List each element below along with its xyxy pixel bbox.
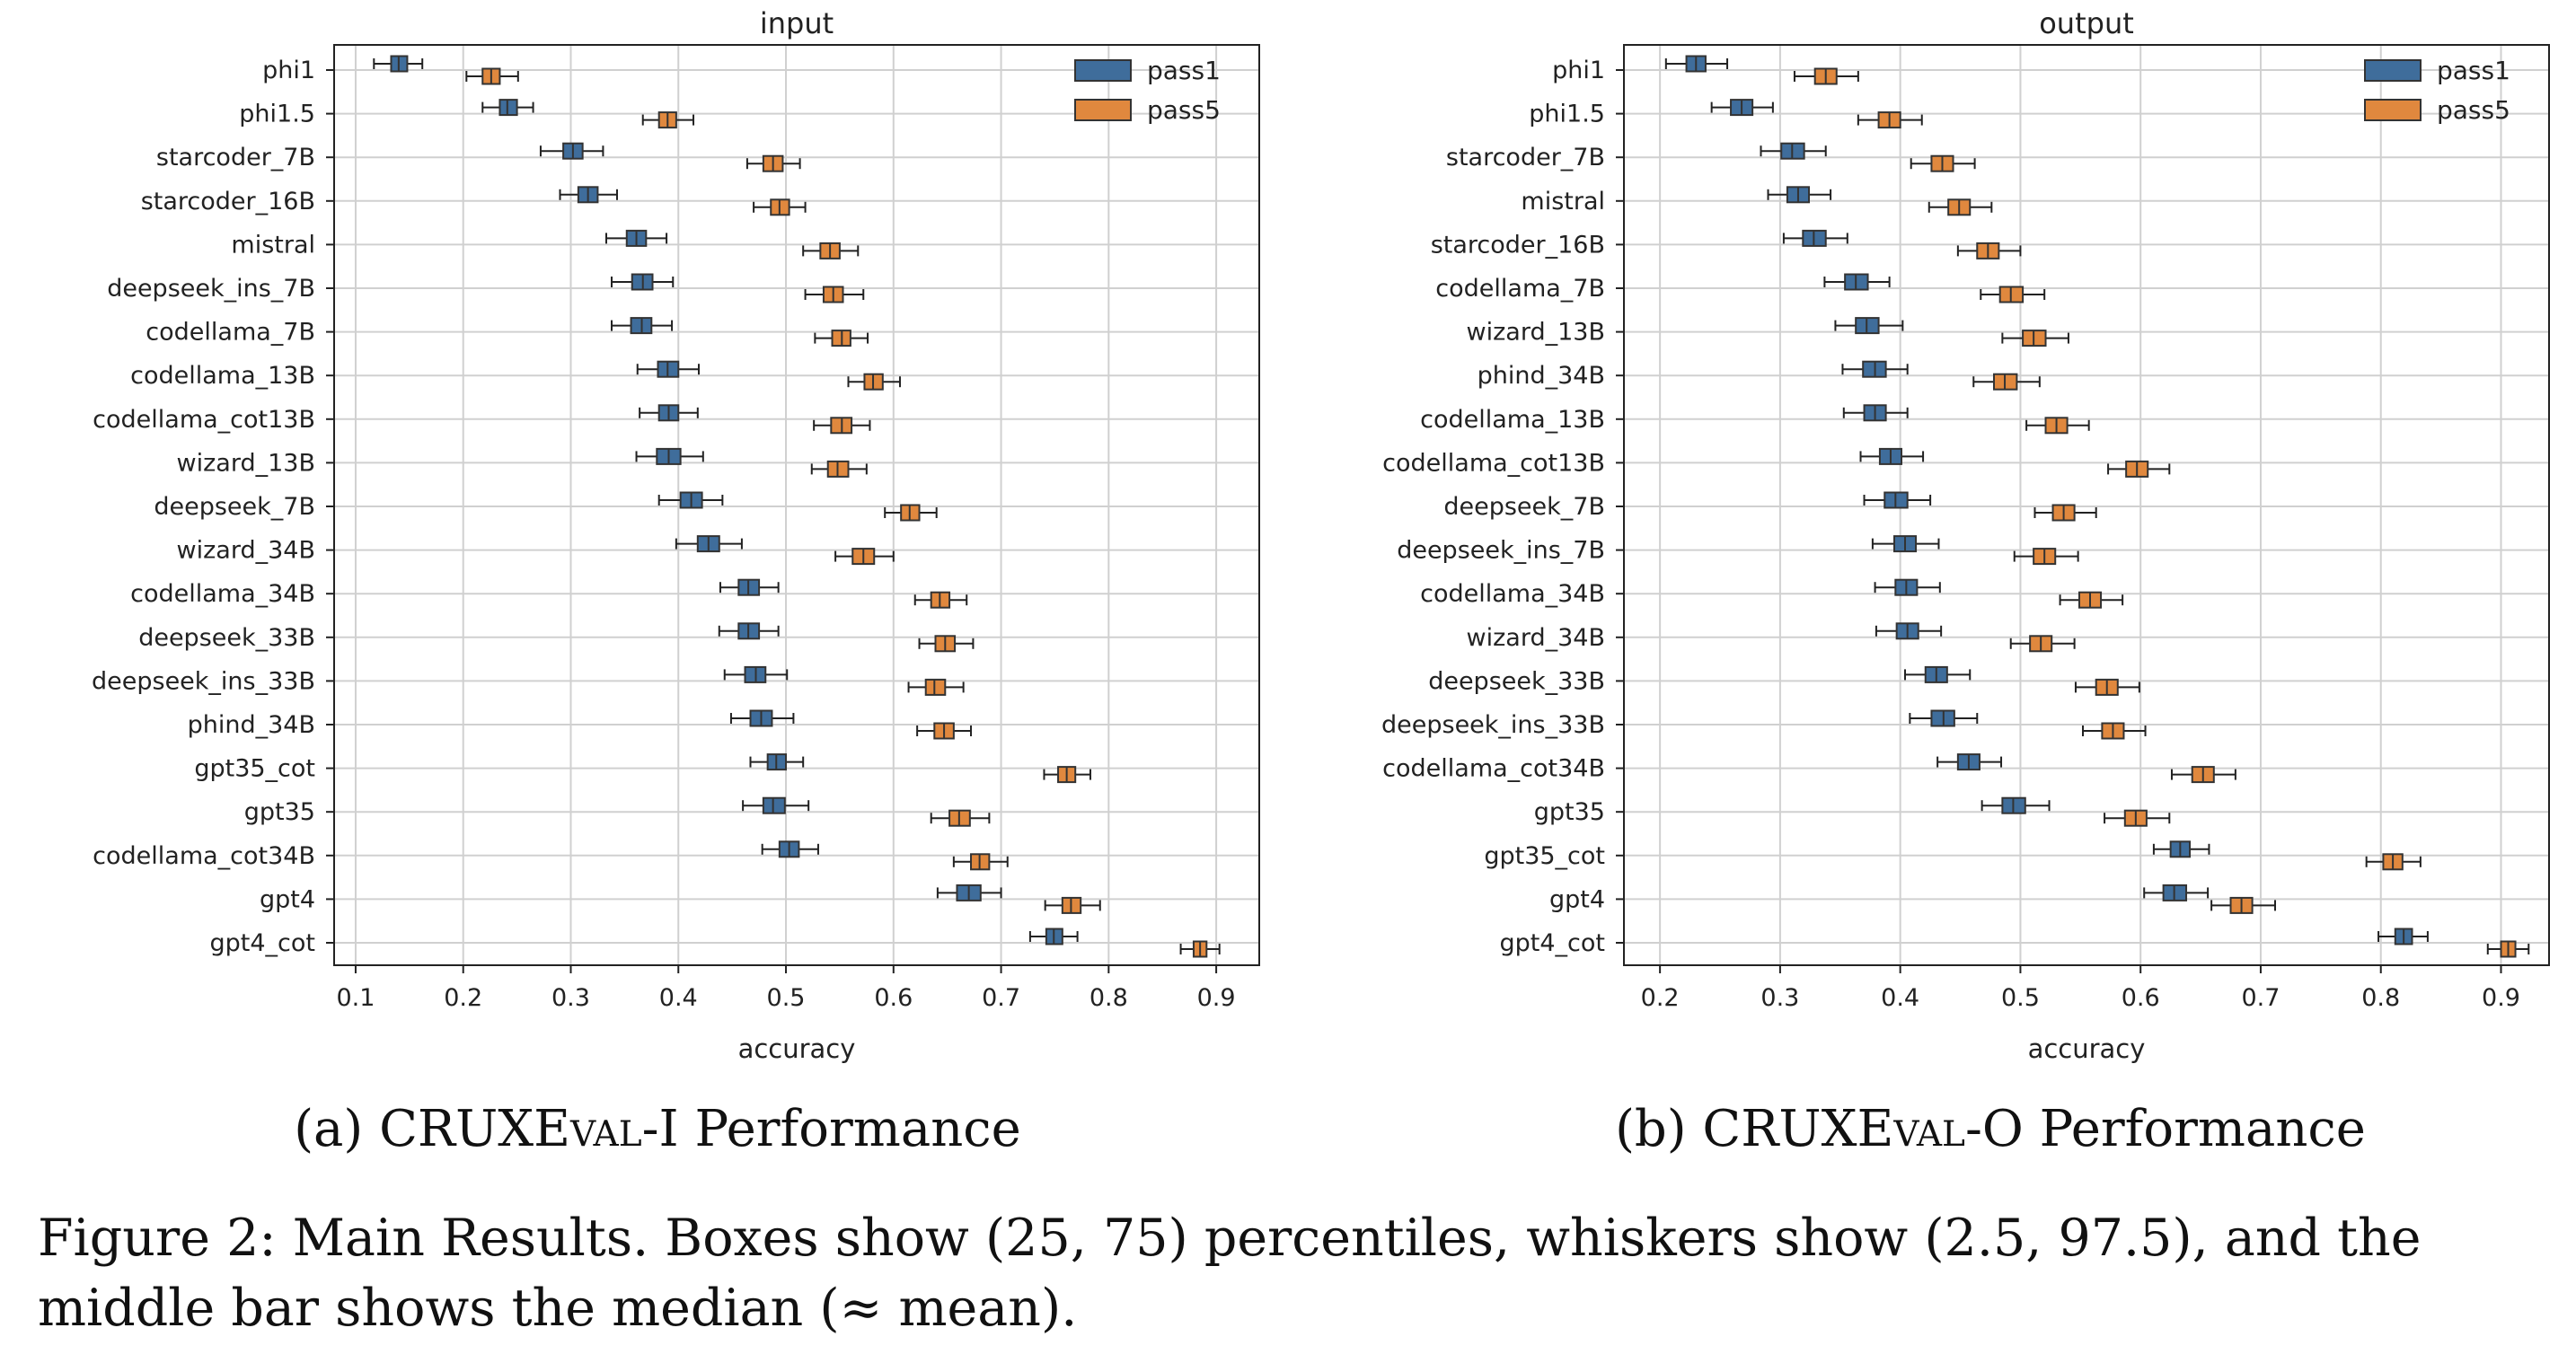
y-tick-label: deepseek_33B: [138, 624, 315, 652]
legend-swatch-pass5: [1074, 99, 1132, 121]
y-tick-label: phind_34B: [1478, 362, 1605, 390]
pass1-box: [498, 99, 518, 117]
pass5-box: [924, 678, 947, 696]
subcaption-a-small-caps: val: [570, 1100, 642, 1158]
x-tick-label: 0.2: [444, 984, 482, 1012]
y-tick-label: deepseek_ins_7B: [1397, 537, 1605, 565]
x-tick-label: 0.6: [874, 984, 913, 1012]
y-tick-label: wizard_34B: [1467, 624, 1605, 652]
x-axis-label: accuracy: [2028, 1033, 2146, 1064]
y-tick-label: starcoder_16B: [141, 188, 315, 215]
subcaption-a: (a) CRUXEval-I Performance: [208, 1100, 1107, 1158]
y-tick-label: phi1.5: [239, 101, 315, 128]
y-tick-label: phi1: [1552, 57, 1605, 84]
plot-frame: [1623, 44, 2550, 966]
y-tick-label: gpt4: [260, 885, 315, 913]
y-tick-label: gpt4_cot: [210, 929, 316, 957]
legend-swatch-pass1: [1074, 59, 1132, 82]
charts-figure: phi1phi1.5starcoder_7Bstarcoder_16Bmistr…: [92, 6, 2550, 1064]
subcaption-a-suffix: -I Performance: [641, 1100, 1021, 1158]
y-tick-label: gpt35: [244, 798, 315, 826]
subcaption-b-prefix: (b) CRUXE: [1615, 1100, 1894, 1158]
y-tick-label: codellama_34B: [1420, 580, 1605, 608]
legend-label-pass1: pass1: [2437, 56, 2510, 85]
legend-label-pass5: pass5: [2437, 95, 2510, 125]
y-tick-label: deepseek_ins_7B: [107, 275, 315, 303]
chart-title: output: [2039, 6, 2134, 40]
legend-swatch-pass1: [2364, 59, 2422, 82]
subcaption-a-prefix: (a) CRUXE: [294, 1100, 571, 1158]
y-tick-label: phi1.5: [1529, 101, 1605, 128]
y-tick-label: mistral: [1521, 188, 1605, 215]
y-tick-label: codellama_34B: [130, 580, 315, 608]
y-tick-label: deepseek_ins_33B: [1381, 711, 1605, 739]
legend-swatch-pass5: [2364, 99, 2422, 121]
x-tick-label: 0.8: [2361, 984, 2400, 1012]
subcaption-b: (b) CRUXEval-O Performance: [1541, 1100, 2439, 1158]
x-tick-label: 0.2: [1641, 984, 1680, 1012]
y-tick-label: deepseek_33B: [1428, 667, 1605, 695]
y-tick-label: phi1: [262, 57, 315, 84]
y-tick-label: wizard_13B: [1467, 319, 1605, 347]
y-tick-label: wizard_34B: [177, 537, 315, 565]
chart-title: input: [760, 6, 834, 40]
legend-label-pass1: pass1: [1147, 56, 1221, 85]
x-tick-label: 0.5: [767, 984, 806, 1012]
x-axis-label: accuracy: [738, 1033, 856, 1064]
y-tick-label: codellama_cot34B: [1382, 755, 1605, 783]
y-tick-label: codellama_13B: [1420, 406, 1605, 434]
y-tick-label: codellama_cot13B: [93, 406, 315, 434]
x-tick-label: 0.4: [659, 984, 698, 1012]
x-tick-label: 0.5: [2001, 984, 2040, 1012]
y-tick-label: codellama_13B: [130, 362, 315, 390]
y-tick-label: mistral: [231, 231, 315, 259]
y-tick-label: phind_34B: [188, 711, 315, 739]
x-tick-label: 0.8: [1090, 984, 1128, 1012]
x-tick-label: 0.4: [1881, 984, 1919, 1012]
y-tick-label: gpt35_cot: [194, 755, 315, 783]
y-tick-label: codellama_7B: [1435, 275, 1605, 303]
y-tick-label: deepseek_7B: [1443, 493, 1605, 521]
pass1-box: [762, 796, 786, 814]
y-tick-label: wizard_13B: [177, 449, 315, 477]
y-tick-label: deepseek_ins_33B: [92, 667, 315, 695]
x-tick-label: 0.7: [2241, 984, 2280, 1012]
y-tick-label: gpt4_cot: [1500, 929, 1606, 957]
x-tick-label: 0.9: [2482, 984, 2520, 1012]
figure-caption: Figure 2: Main Results. Boxes show (25, …: [38, 1209, 2422, 1338]
x-tick-label: 0.9: [1197, 984, 1236, 1012]
y-tick-label: gpt35: [1534, 798, 1605, 826]
x-tick-label: 0.1: [336, 984, 375, 1012]
legend-label-pass5: pass5: [1147, 95, 1221, 125]
y-tick-label: codellama_cot13B: [1382, 449, 1605, 477]
y-tick-label: codellama_7B: [146, 319, 315, 347]
chart-panel-input: phi1 phi1.5 starcoder_7B starcoder_16Bmistr…: [92, 6, 1260, 1064]
y-tick-label: codellama_cot34B: [93, 842, 315, 870]
y-tick-label: deepseek_7B: [154, 493, 315, 521]
y-tick-label: gpt35_cot: [1484, 842, 1605, 870]
plot-frame: [333, 44, 1260, 966]
x-tick-label: 0.7: [982, 984, 1020, 1012]
x-tick-label: 0.3: [551, 984, 590, 1012]
y-tick-label: gpt4: [1549, 885, 1605, 913]
y-tick-label: starcoder_16B: [1431, 231, 1605, 259]
y-tick-label: starcoder_7B: [156, 144, 315, 171]
x-tick-label: 0.3: [1760, 984, 1799, 1012]
subcaption-b-suffix: -O Performance: [1964, 1100, 2366, 1158]
y-tick-label: starcoder_7B: [1446, 144, 1605, 171]
x-tick-label: 0.6: [2122, 984, 2160, 1012]
subcaption-b-small-caps: val: [1893, 1100, 1965, 1158]
